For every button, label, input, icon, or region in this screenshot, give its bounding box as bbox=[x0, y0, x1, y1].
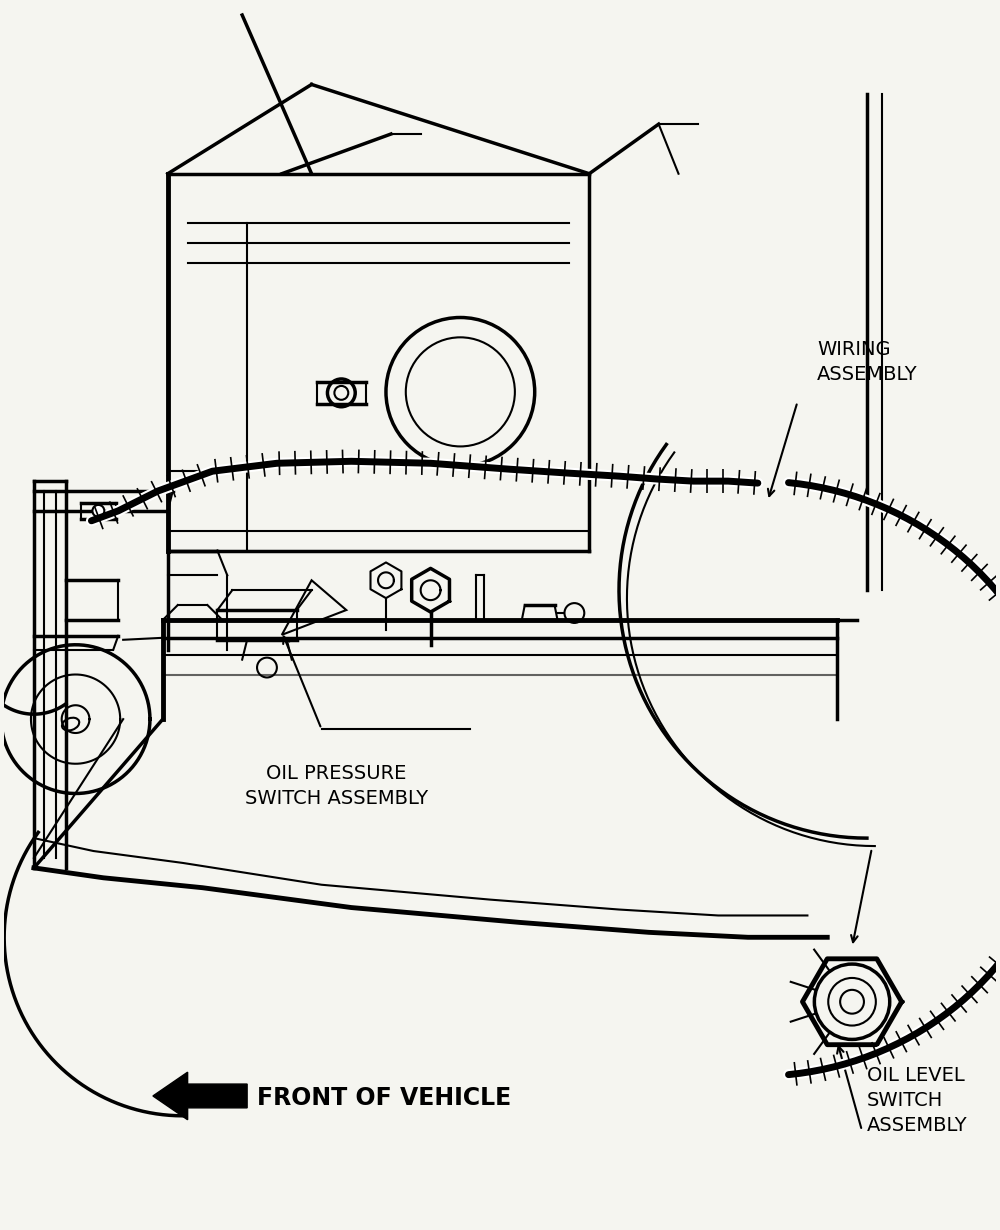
Text: WIRING
ASSEMBLY: WIRING ASSEMBLY bbox=[817, 341, 918, 384]
Text: FRONT OF VEHICLE: FRONT OF VEHICLE bbox=[257, 1086, 511, 1109]
Circle shape bbox=[92, 506, 104, 517]
Text: OIL LEVEL
SWITCH
ASSEMBLY: OIL LEVEL SWITCH ASSEMBLY bbox=[867, 1066, 968, 1135]
Polygon shape bbox=[153, 1073, 247, 1119]
Text: OIL PRESSURE
SWITCH ASSEMBLY: OIL PRESSURE SWITCH ASSEMBLY bbox=[245, 764, 428, 808]
